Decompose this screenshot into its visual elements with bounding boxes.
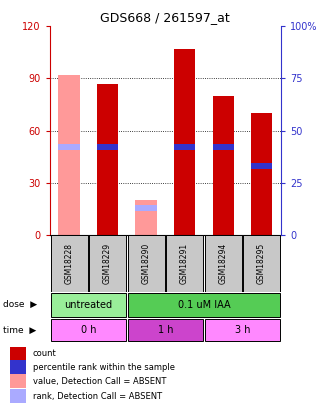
Text: 0 h: 0 h	[81, 325, 96, 335]
Text: 3 h: 3 h	[235, 325, 250, 335]
Text: 0.1 uM IAA: 0.1 uM IAA	[178, 300, 230, 310]
Bar	[127, 293, 280, 317]
Bar	[97, 144, 118, 150]
Text: GSM18295: GSM18295	[257, 243, 266, 284]
Bar	[97, 84, 118, 235]
Bar	[50, 235, 88, 292]
Bar	[213, 96, 234, 235]
Text: GSM18291: GSM18291	[180, 243, 189, 284]
Bar	[204, 319, 280, 341]
Title: GDS668 / 261597_at: GDS668 / 261597_at	[100, 11, 230, 24]
Bar	[10, 389, 26, 403]
Bar	[50, 319, 126, 341]
Bar	[10, 347, 26, 360]
Text: dose  ▶: dose ▶	[3, 300, 37, 309]
Bar	[10, 374, 26, 388]
Bar	[251, 113, 272, 235]
Bar	[174, 144, 195, 150]
Text: untreated: untreated	[64, 300, 112, 310]
Text: time  ▶: time ▶	[3, 326, 37, 335]
Bar	[204, 235, 242, 292]
Text: value, Detection Call = ABSENT: value, Detection Call = ABSENT	[33, 377, 166, 386]
Text: percentile rank within the sample: percentile rank within the sample	[33, 363, 175, 372]
Bar	[10, 360, 26, 374]
Bar	[174, 49, 195, 235]
Bar	[135, 205, 157, 211]
Bar	[89, 235, 126, 292]
Bar	[127, 235, 165, 292]
Bar	[127, 319, 203, 341]
Bar	[58, 75, 80, 235]
Text: GSM18290: GSM18290	[142, 243, 151, 284]
Text: count: count	[33, 349, 56, 358]
Bar	[50, 293, 126, 317]
Bar	[243, 235, 280, 292]
Text: rank, Detection Call = ABSENT: rank, Detection Call = ABSENT	[33, 392, 162, 401]
Bar	[213, 144, 234, 150]
Bar	[58, 144, 80, 150]
Bar	[166, 235, 203, 292]
Bar	[135, 200, 157, 235]
Text: GSM18294: GSM18294	[219, 243, 228, 284]
Text: GSM18229: GSM18229	[103, 243, 112, 284]
Text: GSM18228: GSM18228	[65, 243, 74, 284]
Text: 1 h: 1 h	[158, 325, 173, 335]
Bar	[251, 163, 272, 169]
